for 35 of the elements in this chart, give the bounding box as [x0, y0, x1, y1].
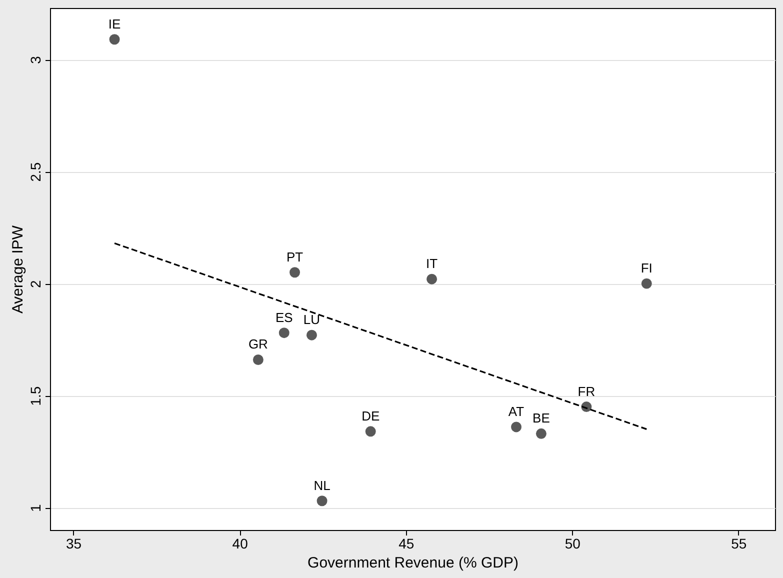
point [511, 422, 522, 432]
x-axis-title: Government Revenue (% GDP) [308, 554, 518, 572]
annotation: FI [640, 260, 652, 276]
annotation: GR [248, 336, 268, 352]
y-tick-label: 3 [28, 56, 44, 64]
annotation: BE [532, 410, 550, 426]
point [278, 328, 290, 338]
annotation: PT [286, 249, 304, 264]
point [316, 496, 328, 506]
x-tick-label: 35 [66, 536, 82, 552]
annotation: ES [275, 310, 294, 325]
annotation: NL [314, 478, 330, 493]
point [109, 34, 120, 45]
y-axis-title: Average IPW [10, 224, 26, 314]
annotation: IE [108, 16, 121, 32]
point [641, 278, 652, 289]
x-tick-label: 40 [232, 536, 248, 552]
x-tick-label: 55 [731, 536, 747, 552]
point [536, 428, 546, 439]
point [290, 267, 300, 278]
x-tick-label: 45 [398, 536, 414, 552]
y-tick-label: 1 [28, 504, 44, 512]
annotation: IT [426, 256, 438, 272]
point [365, 426, 376, 437]
y-tick-label: 1.5 [28, 386, 44, 406]
annotation: LU [303, 312, 320, 328]
point [306, 330, 317, 340]
y-tick-label: 2 [28, 280, 44, 288]
y-tick-label: 2.5 [28, 162, 44, 182]
annotation: AT [508, 404, 524, 419]
annotation: FR [578, 384, 596, 399]
x-tick-label: 50 [564, 536, 581, 552]
annotation: DE [362, 408, 380, 424]
point [426, 274, 438, 284]
point [252, 354, 264, 365]
